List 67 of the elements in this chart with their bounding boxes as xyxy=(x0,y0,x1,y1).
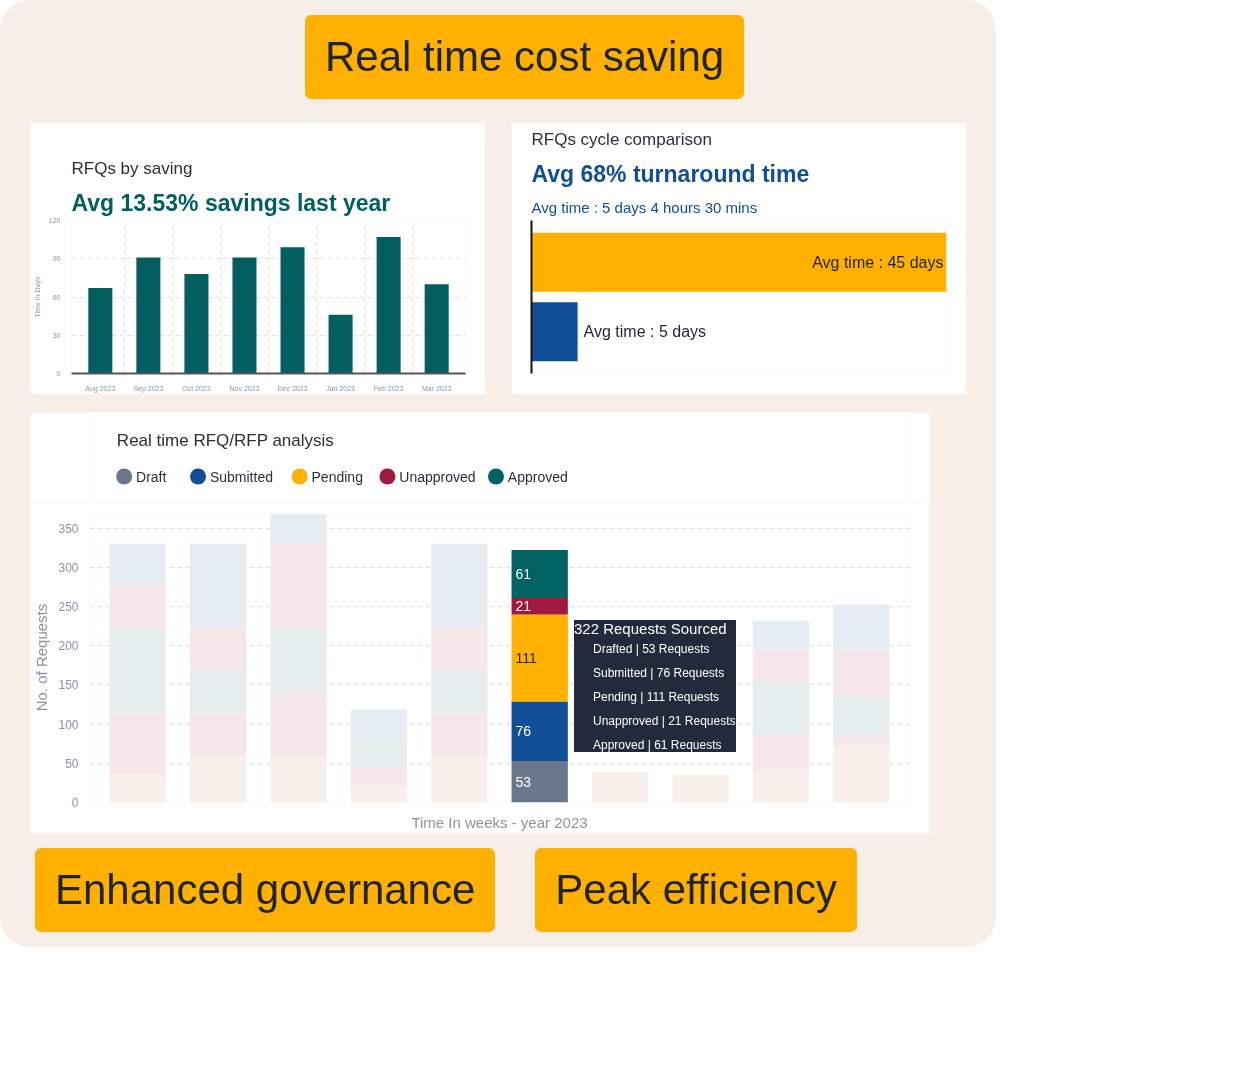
bar xyxy=(280,247,305,374)
y-axis-title: No. of Requests xyxy=(33,603,51,712)
bar xyxy=(189,670,247,714)
x-axis-title: Time In weeks - year 2023 xyxy=(411,813,588,831)
data-label: 111 xyxy=(515,649,538,666)
text: Real time cost saving xyxy=(325,32,725,82)
legend-label: Draft xyxy=(136,468,167,485)
y-tick-label: 50 xyxy=(65,756,79,771)
annotation: Submitted | 76 Requests xyxy=(593,666,725,680)
chart-title: RFQs by saving xyxy=(71,158,193,178)
bar xyxy=(136,257,161,374)
data-label: 76 xyxy=(515,723,532,740)
bar xyxy=(270,543,327,629)
data-label: 53 xyxy=(515,773,532,790)
bar xyxy=(431,543,488,627)
y-tick-label: 300 xyxy=(58,560,79,575)
legend-label: Pending xyxy=(311,468,363,485)
text: Avg time : 5 days 4 hours 30 mins xyxy=(531,198,758,216)
data-label: 61 xyxy=(515,566,532,583)
data-label: Avg time : 45 days xyxy=(812,253,944,271)
bar xyxy=(833,604,890,650)
legend-label: Submitted xyxy=(209,468,273,485)
bar xyxy=(189,543,247,627)
annotation: Approved | 61 Requests xyxy=(593,738,722,752)
annotation: 322 Requests Sourced xyxy=(574,620,728,637)
bar xyxy=(189,626,247,671)
bar xyxy=(109,543,166,585)
bar xyxy=(88,288,113,374)
legend-label: Unapproved xyxy=(399,468,476,485)
bar xyxy=(232,257,257,374)
bar xyxy=(109,584,166,629)
bar xyxy=(511,760,568,803)
bar xyxy=(833,696,890,736)
bar xyxy=(752,649,810,682)
bar xyxy=(431,626,488,671)
data-label: Avg time : 5 days xyxy=(583,323,707,341)
y-tick-label: 0 xyxy=(71,796,79,810)
bar xyxy=(431,670,488,714)
bar xyxy=(184,274,209,374)
data-label: 21 xyxy=(515,598,532,615)
bar xyxy=(270,628,327,692)
bar xyxy=(109,628,166,714)
bar xyxy=(511,614,568,702)
bar xyxy=(511,701,568,761)
annotation: Unapproved | 21 Requests xyxy=(593,714,736,728)
y-tick-label: 350 xyxy=(58,521,79,536)
bar xyxy=(833,649,890,697)
bar xyxy=(424,284,449,374)
bar xyxy=(328,314,353,374)
bar xyxy=(376,237,401,374)
y-tick-label: 250 xyxy=(58,600,79,615)
bar xyxy=(752,620,810,650)
y-tick-label: 100 xyxy=(58,717,79,732)
chart-title: RFQs cycle comparison xyxy=(531,129,712,149)
chart-subtitle: Avg 13.53% savings last year xyxy=(71,189,391,216)
annotation: Pending | 111 Requests xyxy=(593,690,720,704)
y-tick-label: 200 xyxy=(58,639,79,654)
chart-subtitle: Avg 68% turnaround time xyxy=(531,160,810,187)
annotation: Drafted | 53 Requests xyxy=(593,642,710,656)
bar xyxy=(511,550,568,598)
bar xyxy=(752,681,810,736)
text: Peak efficiency xyxy=(555,865,838,915)
y-tick-label: 150 xyxy=(58,678,79,693)
legend-label: Approved xyxy=(507,468,568,485)
chart-title: Real time RFQ/RFP analysis xyxy=(116,431,334,450)
bar xyxy=(270,514,327,544)
text: Enhanced governance xyxy=(55,865,476,915)
